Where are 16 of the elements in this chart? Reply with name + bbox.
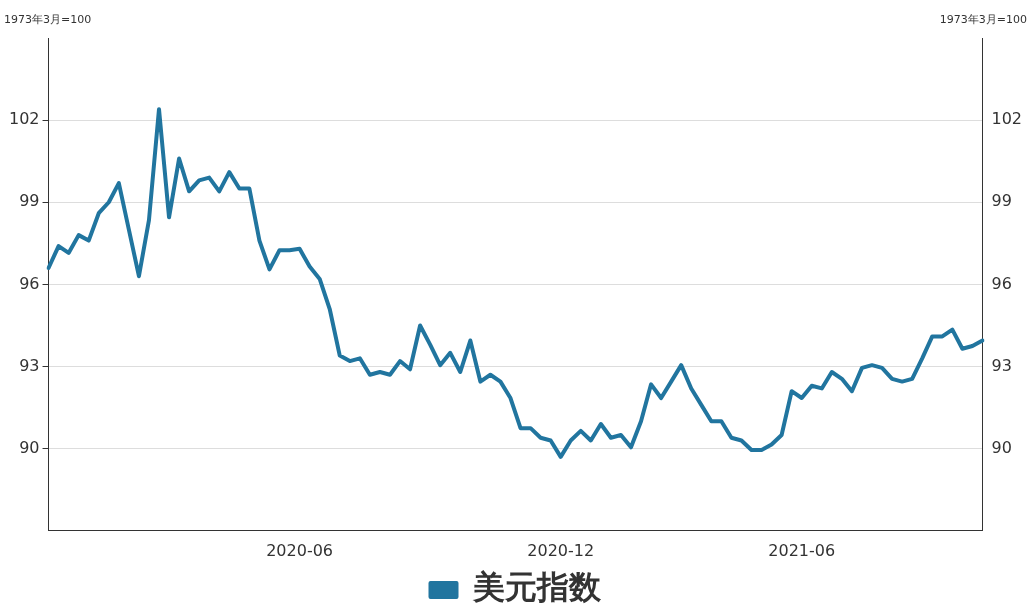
y2-tick-label: 96	[991, 273, 1012, 293]
y-tick-label: 90	[19, 437, 40, 457]
x-tick-label: 2020-06	[266, 540, 334, 560]
x-tick-label: 2021-06	[768, 540, 836, 560]
y-axis-title: 1973年3月=100	[4, 13, 92, 27]
legend-label: 美元指数	[471, 568, 602, 607]
y-tick-label: 96	[19, 273, 40, 293]
y-tick-label: 93	[19, 355, 40, 375]
x-tick-label: 2020-12	[527, 540, 595, 560]
y-tick-label: 102	[8, 109, 40, 129]
y2-tick-label: 102	[991, 109, 1023, 129]
y2-axis-title: 1973年3月=100	[939, 13, 1027, 27]
y2-tick-label: 90	[991, 437, 1012, 457]
y2-tick-label: 93	[991, 355, 1012, 375]
y-tick-label: 99	[19, 191, 40, 211]
y2-tick-label: 99	[991, 191, 1012, 211]
